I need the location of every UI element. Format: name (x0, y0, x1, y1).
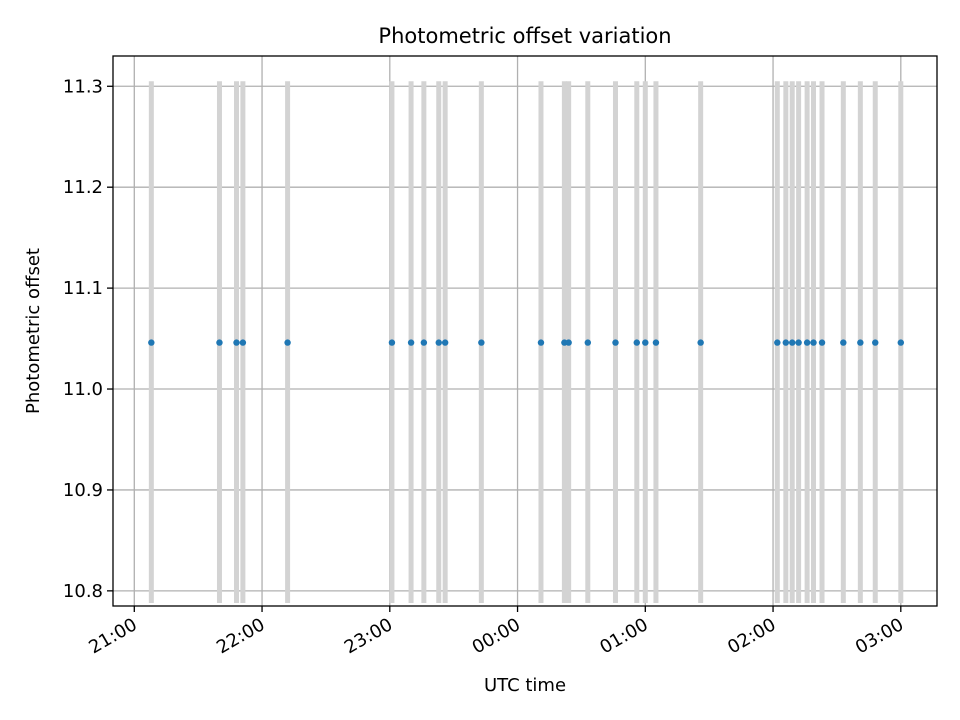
data-point (233, 339, 240, 346)
data-point (435, 339, 442, 346)
data-point (441, 339, 449, 346)
data-point (652, 339, 660, 346)
data-point (897, 339, 905, 346)
y-tick-label: 10.9 (63, 480, 103, 501)
data-point (216, 339, 223, 346)
x-tick-label: 22:00 (213, 614, 268, 658)
data-point (565, 339, 572, 346)
plot-frame (112, 55, 938, 607)
data-point (803, 339, 811, 346)
data-point (388, 339, 396, 346)
data-point (612, 339, 619, 346)
data-point (789, 339, 796, 346)
y-tick-label: 11.0 (63, 379, 103, 400)
data-point (782, 339, 790, 346)
data-point (239, 339, 247, 346)
x-tick-label: 02:00 (724, 614, 779, 658)
data-point (810, 339, 817, 346)
data-point (284, 339, 291, 346)
x-tick-label: 21:00 (85, 614, 140, 658)
y-tick-label: 11.1 (63, 278, 103, 299)
data-point (697, 339, 704, 346)
data-point (407, 339, 415, 346)
y-tick-label: 10.8 (63, 581, 103, 602)
data-point (795, 339, 802, 346)
data-point (420, 339, 428, 346)
chart-title: Photometric offset variation (378, 24, 671, 48)
y-axis-label: Photometric offset (23, 248, 44, 414)
x-tick-label: 00:00 (469, 614, 524, 658)
data-point (148, 339, 155, 346)
data-point (642, 339, 649, 346)
y-tick-label: 11.2 (63, 177, 103, 198)
x-tick-label: 23:00 (341, 614, 396, 658)
x-axis-label: UTC time (484, 675, 566, 696)
data-point (818, 339, 826, 346)
data-point (584, 339, 592, 346)
data-point (872, 339, 879, 346)
y-tick-label: 11.3 (63, 76, 103, 97)
data-point (774, 339, 781, 346)
data-point (633, 339, 640, 346)
data-point (478, 339, 485, 346)
data-points (148, 339, 905, 346)
data-point (840, 339, 847, 346)
ticks: 21:00 22:00 23:00 00:00 01:00 02:00 03:00 10.8 1… (63, 76, 907, 658)
x-tick-label: 01:00 (596, 614, 651, 658)
data-point (857, 339, 864, 346)
x-tick-label: 03:00 (852, 614, 907, 658)
data-point (537, 339, 545, 346)
